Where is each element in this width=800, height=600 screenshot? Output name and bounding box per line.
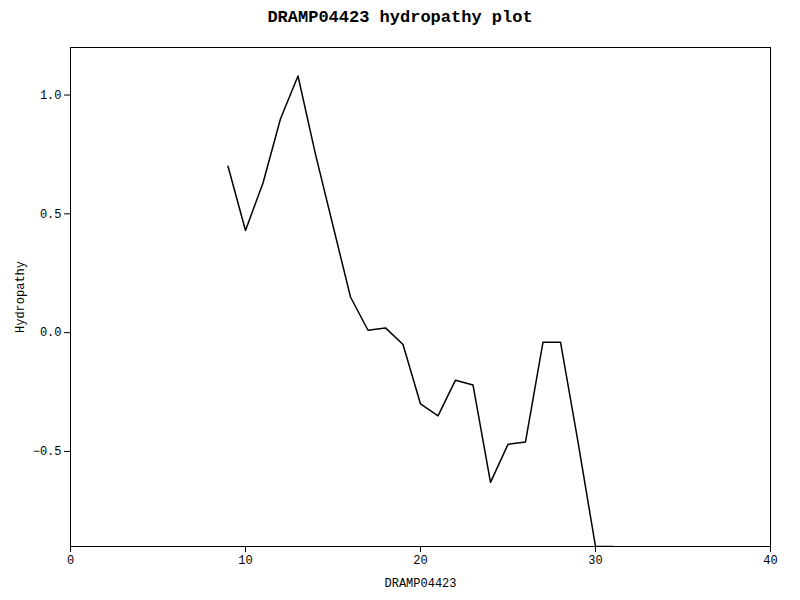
svg-text:0.0: 0.0 (40, 326, 62, 340)
svg-text:−0.5: −0.5 (33, 445, 62, 459)
svg-text:DRAMP04423: DRAMP04423 (384, 577, 456, 591)
svg-text:0: 0 (67, 554, 74, 568)
svg-text:10: 10 (238, 554, 252, 568)
svg-text:0.5: 0.5 (40, 208, 62, 222)
svg-text:Hydropathy: Hydropathy (14, 261, 28, 333)
svg-text:20: 20 (413, 554, 427, 568)
svg-text:30: 30 (588, 554, 602, 568)
svg-text:1.0: 1.0 (40, 89, 62, 103)
html-text:DRAMP04423 hydropathy plot: DRAMP04423 hydropathy plot (267, 8, 533, 27)
svg-text:40: 40 (763, 554, 777, 568)
